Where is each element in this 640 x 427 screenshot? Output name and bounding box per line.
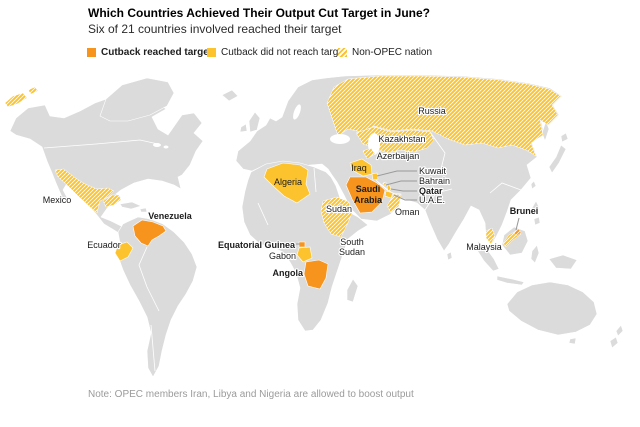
island-sulawesi <box>530 244 540 264</box>
island-taiwan <box>530 180 537 190</box>
country-saudi-arabia <box>345 176 386 214</box>
island-java <box>496 275 525 286</box>
label-mexico: Mexico <box>43 195 72 205</box>
label-saudi-line2: Arabia <box>354 195 383 205</box>
label-ecuador: Ecuador <box>87 240 121 250</box>
legend-item-non-opec: Non-OPEC nation <box>338 47 432 58</box>
country-algeria <box>263 162 311 204</box>
label-oman: Oman <box>395 207 420 217</box>
legend-label-not-reached: Cutback did not reach target <box>221 47 347 58</box>
country-equatorial-guinea <box>298 241 306 248</box>
island-iceland <box>221 89 239 102</box>
label-brunei: Brunei <box>510 206 539 216</box>
island-madagascar <box>346 278 359 303</box>
label-south-sudan-line1: South <box>340 237 364 247</box>
label-bahrain: Bahrain <box>419 176 450 186</box>
world-map: Russia Kazakhstan Azerbaijan Iraq Kuwait… <box>4 74 624 378</box>
uae-leader-line <box>393 194 417 201</box>
label-gabon: Gabon <box>269 251 296 261</box>
lake-huron <box>163 145 169 149</box>
page-subtitle: Six of 21 countries involved reached the… <box>88 22 342 36</box>
kuwait-leader-line <box>376 170 417 177</box>
legend-item-not-reached: Cutback did not reach target <box>207 47 347 58</box>
island-hokkaido <box>560 132 569 143</box>
country-malaysia-peninsular <box>485 227 496 245</box>
footnote: Note: OPEC members Iran, Libya and Niger… <box>88 389 414 400</box>
great-lakes <box>153 143 161 147</box>
label-angola: Angola <box>273 268 304 278</box>
label-venezuela: Venezuela <box>148 211 193 221</box>
country-angola <box>303 259 329 290</box>
label-south-sudan-line2: Sudan <box>339 247 365 257</box>
legend-swatch-hatch-icon <box>338 48 347 57</box>
brunei-leader-line <box>515 217 520 231</box>
island-new-zealand-south <box>609 336 619 349</box>
island-mindanao <box>533 216 541 226</box>
label-saudi-line1: Saudi <box>356 184 381 194</box>
landmass-australia <box>506 281 598 336</box>
label-algeria: Algeria <box>274 177 302 187</box>
country-ecuador <box>114 241 134 262</box>
legend-item-reached: Cutback reached target <box>87 47 212 58</box>
country-azerbaijan <box>362 147 376 160</box>
country-mexico <box>54 168 115 214</box>
country-russia-chukotka <box>4 92 28 108</box>
legend: Cutback reached target Cutback did not r… <box>0 47 640 59</box>
island-ireland <box>239 123 248 133</box>
island-sakhalin <box>541 120 550 142</box>
baltic-sea <box>293 104 301 120</box>
map-labels: Russia Kazakhstan Azerbaijan Iraq Kuwait… <box>42 105 540 279</box>
highlighted-countries <box>4 75 562 290</box>
country-russia-chukotka-2 <box>27 86 39 95</box>
label-uae: U.A.E. <box>419 195 445 205</box>
qatar-leader-line <box>390 188 417 192</box>
island-philippines <box>531 200 540 215</box>
country-sudan-south-sudan <box>320 196 353 238</box>
country-oman <box>386 193 402 214</box>
label-equatorial-guinea: Equatorial Guinea <box>218 240 296 250</box>
country-uae <box>384 190 394 199</box>
island-japan <box>548 144 567 174</box>
island-borneo <box>501 226 529 256</box>
legend-swatch-yellow-icon <box>207 48 216 57</box>
island-sumatra <box>476 240 500 272</box>
island-tasmania <box>568 337 577 345</box>
label-iraq: Iraq <box>351 163 367 173</box>
country-gabon <box>296 246 313 263</box>
country-venezuela <box>132 219 167 247</box>
internal-borders <box>43 104 522 372</box>
leader-lines <box>296 170 520 245</box>
label-kuwait: Kuwait <box>419 166 447 176</box>
island-uk <box>248 111 261 133</box>
label-azerbaijan: Azerbaijan <box>377 151 420 161</box>
country-brunei <box>513 228 522 237</box>
island-new-zealand-north <box>615 324 624 337</box>
label-qatar: Qatar <box>419 186 443 196</box>
bahrain-leader-line <box>385 180 417 186</box>
island-hispaniola <box>139 207 148 213</box>
label-malaysia: Malaysia <box>466 242 502 252</box>
label-kazakhstan: Kazakhstan <box>378 134 425 144</box>
country-kuwait <box>371 172 379 181</box>
island-cuba <box>119 201 142 210</box>
legend-swatch-orange-icon <box>87 48 96 57</box>
island-new-guinea <box>548 254 578 270</box>
country-mexico-yucatan <box>102 194 122 208</box>
landmass-greenland <box>99 77 175 122</box>
landmass-south-america <box>117 216 198 378</box>
label-russia: Russia <box>418 106 446 116</box>
island-sri-lanka <box>446 251 453 261</box>
label-sudan: Sudan <box>326 204 352 214</box>
country-russia <box>326 75 562 157</box>
legend-label-reached: Cutback reached target <box>101 47 213 58</box>
legend-label-non-opec: Non-OPEC nation <box>352 47 433 58</box>
page-title: Which Countries Achieved Their Output Cu… <box>88 6 431 20</box>
black-sea <box>330 134 350 144</box>
